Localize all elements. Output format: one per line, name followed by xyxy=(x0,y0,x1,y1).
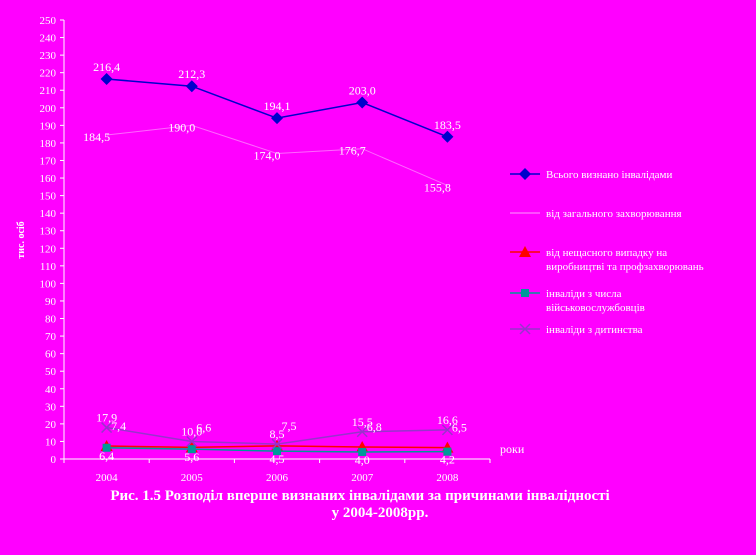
data-label: 176,7 xyxy=(339,144,366,158)
series-layer xyxy=(100,73,454,456)
y-tick-label: 30 xyxy=(45,401,57,413)
y-tick-label: 170 xyxy=(40,155,57,167)
data-label: 4,0 xyxy=(355,453,370,467)
data-label: 216,4 xyxy=(93,60,120,74)
data-label: 6,4 xyxy=(99,449,114,463)
y-axis-ticks: 0 10 20 30 40 50 60 70 80 90 100 110 120 130 140 150 160… xyxy=(40,15,64,466)
series-line xyxy=(106,124,448,186)
data-point-marker xyxy=(356,426,368,438)
y-tick-label: 180 xyxy=(40,138,57,150)
y-tick-label: 10 xyxy=(45,436,57,448)
data-point-marker xyxy=(443,447,452,456)
y-tick-label: 50 xyxy=(45,366,57,378)
y-tick-label: 160 xyxy=(40,173,57,185)
y-tick-label: 80 xyxy=(45,314,57,326)
figure-caption: Рис. 1.5 Розподіл вперше визнаних інвалі… xyxy=(0,488,720,522)
y-tick-label: 140 xyxy=(40,208,57,220)
data-label: 194,1 xyxy=(264,99,291,113)
legend-label: від нещасного випадку на виробництві та п… xyxy=(546,247,704,273)
data-label: 4,5 xyxy=(270,452,285,466)
data-label: 10,0 xyxy=(181,424,202,438)
data-label: 4,2 xyxy=(440,453,455,467)
x-tick-label: 2004 xyxy=(96,472,119,484)
data-label: 8,5 xyxy=(270,427,285,441)
data-label: 16,6 xyxy=(437,413,458,427)
x-tick-label: 2006 xyxy=(266,472,289,484)
y-tick-label: 40 xyxy=(45,384,57,396)
y-tick-label: 0 xyxy=(51,454,57,466)
legend-label: інваліди з числа військовослужбовців xyxy=(546,288,645,314)
y-tick-label: 90 xyxy=(45,296,57,308)
y-tick-label: 230 xyxy=(40,50,57,62)
data-point-marker xyxy=(185,80,198,93)
y-tick-label: 150 xyxy=(40,191,57,203)
data-labels: 216,4 212,3 194,1 203,0 183,5 184,5 190,0 174,0… xyxy=(83,60,467,467)
y-tick-label: 190 xyxy=(40,120,57,132)
legend-marker xyxy=(519,168,531,180)
line-chart: 0 10 20 30 40 50 60 70 80 90 100 110 120 130 140 150 160… xyxy=(16,15,704,484)
y-tick-label: 20 xyxy=(45,419,57,431)
data-point-marker xyxy=(441,130,454,143)
data-label: 183,5 xyxy=(434,118,461,132)
legend-marker xyxy=(519,246,531,257)
x-tick-label: 2008 xyxy=(436,472,459,484)
data-label: 174,0 xyxy=(254,148,281,162)
data-label: 15,5 xyxy=(352,415,373,429)
data-label: 7,4 xyxy=(111,419,126,433)
data-label: 212,3 xyxy=(178,67,205,81)
legend-label: Всього визнано інвалідами xyxy=(546,169,673,181)
y-tick-label: 250 xyxy=(40,15,57,27)
data-label: 190,0 xyxy=(168,120,195,134)
caption-line-1: Рис. 1.5 Розподіл вперше визнаних інвалі… xyxy=(110,488,610,504)
data-label: 6,6 xyxy=(196,420,211,434)
data-point-marker xyxy=(273,447,281,456)
y-tick-label: 130 xyxy=(40,226,57,238)
caption-line-2: у 2004-2008рр. xyxy=(331,505,429,521)
data-label: 6,8 xyxy=(367,420,382,434)
data-label: 203,0 xyxy=(349,84,376,98)
y-tick-label: 60 xyxy=(45,349,57,361)
data-point-marker xyxy=(100,73,113,86)
data-point-marker xyxy=(356,96,369,109)
y-tick-label: 240 xyxy=(40,33,57,45)
legend: Всього визнано інвалідами від загального … xyxy=(510,168,704,336)
x-tick-label: 2007 xyxy=(351,472,374,484)
data-point-marker xyxy=(186,435,198,447)
data-label: 17,9 xyxy=(96,411,117,425)
y-tick-label: 70 xyxy=(45,331,57,343)
data-point-marker xyxy=(102,443,111,452)
data-point-marker xyxy=(187,445,196,454)
y-tick-label: 110 xyxy=(40,261,57,273)
data-point-marker xyxy=(271,438,283,450)
axes xyxy=(63,20,490,460)
y-tick-label: 200 xyxy=(40,103,57,115)
x-tick-label: 2005 xyxy=(181,472,204,484)
data-point-marker xyxy=(271,112,283,125)
data-point-marker xyxy=(101,422,113,434)
y-tick-label: 100 xyxy=(40,278,57,290)
y-tick-label: 120 xyxy=(40,243,57,255)
legend-label: від загального захворювання xyxy=(546,208,682,220)
legend-marker xyxy=(521,289,529,297)
data-label: 7,5 xyxy=(282,419,297,433)
y-axis-label: тис. осіб xyxy=(16,221,27,258)
x-axis-ticks: 2004 2005 2006 2007 2008 xyxy=(63,459,491,484)
data-point-marker xyxy=(441,424,453,436)
legend-label: інваліди з дитинства xyxy=(546,324,643,336)
data-label: 155,8 xyxy=(424,180,451,194)
data-label: 6,5 xyxy=(452,421,467,435)
data-label: 5,6 xyxy=(184,450,199,464)
x-axis-label: роки xyxy=(500,442,525,456)
data-point-marker xyxy=(358,447,367,456)
y-tick-label: 220 xyxy=(40,68,57,80)
y-tick-label: 210 xyxy=(40,85,57,97)
data-label: 184,5 xyxy=(83,130,110,144)
legend-marker xyxy=(519,323,531,335)
